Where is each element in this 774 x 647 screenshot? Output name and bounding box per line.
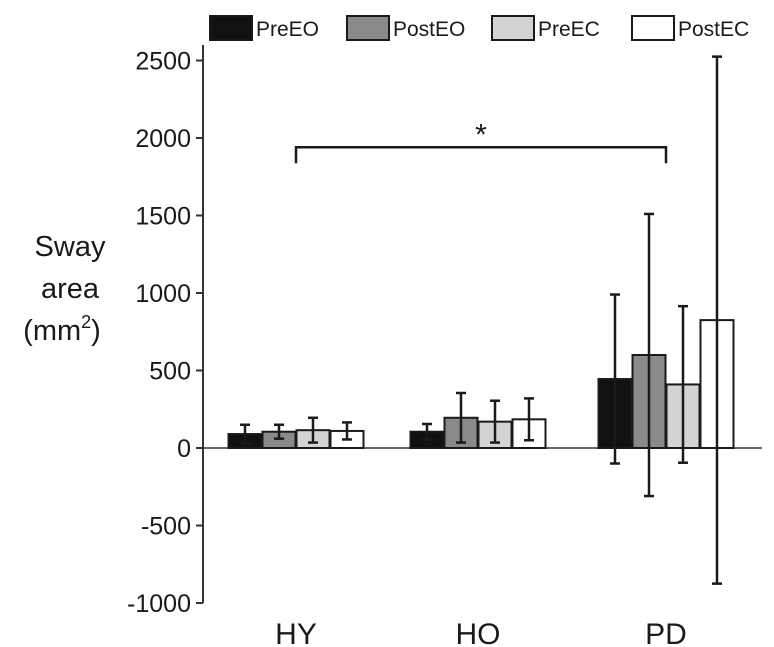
y-tick-label: 0	[177, 435, 191, 463]
y-axis-label-superscript: 2	[81, 312, 91, 332]
category-label-ho: HO	[456, 618, 501, 647]
y-axis-label-unit: (mm	[23, 315, 81, 347]
y-tick-label: -500	[141, 513, 191, 541]
y-axis-label-close: )	[91, 315, 101, 347]
bars-group	[227, 319, 735, 450]
legend-swatch-posteo	[346, 15, 390, 41]
legend-swatch-preeo	[209, 15, 253, 41]
legend-swatch-postec	[631, 15, 675, 41]
legend-label-preec: PreEC	[538, 18, 600, 41]
category-label-pd: PD	[645, 618, 687, 647]
legend-label-posteo: PostEO	[393, 18, 465, 41]
y-tick-label: 2000	[135, 125, 191, 153]
y-tick-label: 500	[149, 358, 191, 386]
y-tick-label: 1000	[135, 280, 191, 308]
significance-star: *	[475, 118, 487, 151]
error-bars-group	[240, 55, 722, 585]
y-tick-label: 2500	[135, 48, 191, 76]
legend-label-postec: PostEC	[678, 18, 749, 41]
significance-annotation: *	[294, 118, 668, 164]
y-axis-label-line-2: area	[41, 273, 100, 305]
y-axis-label: Sway area (mm2)	[23, 231, 106, 347]
y-axis: -1000 -500 0 500 1000 1500 2000 2500	[127, 45, 204, 618]
legend-swatch-preec	[491, 15, 535, 41]
category-label-hy: HY	[275, 618, 317, 647]
y-axis-label-line-1: Sway	[35, 231, 106, 263]
y-tick-label: -1000	[127, 590, 191, 618]
legend-label-preeo: PreEO	[256, 18, 319, 41]
y-tick-label: 1500	[135, 203, 191, 231]
significance-bracket	[294, 146, 668, 164]
y-axis-label-line-3: (mm2)	[23, 312, 101, 347]
legend: PreEO PostEO PreEC PostEC	[209, 15, 749, 41]
category-labels: HY HO PD	[275, 618, 687, 647]
